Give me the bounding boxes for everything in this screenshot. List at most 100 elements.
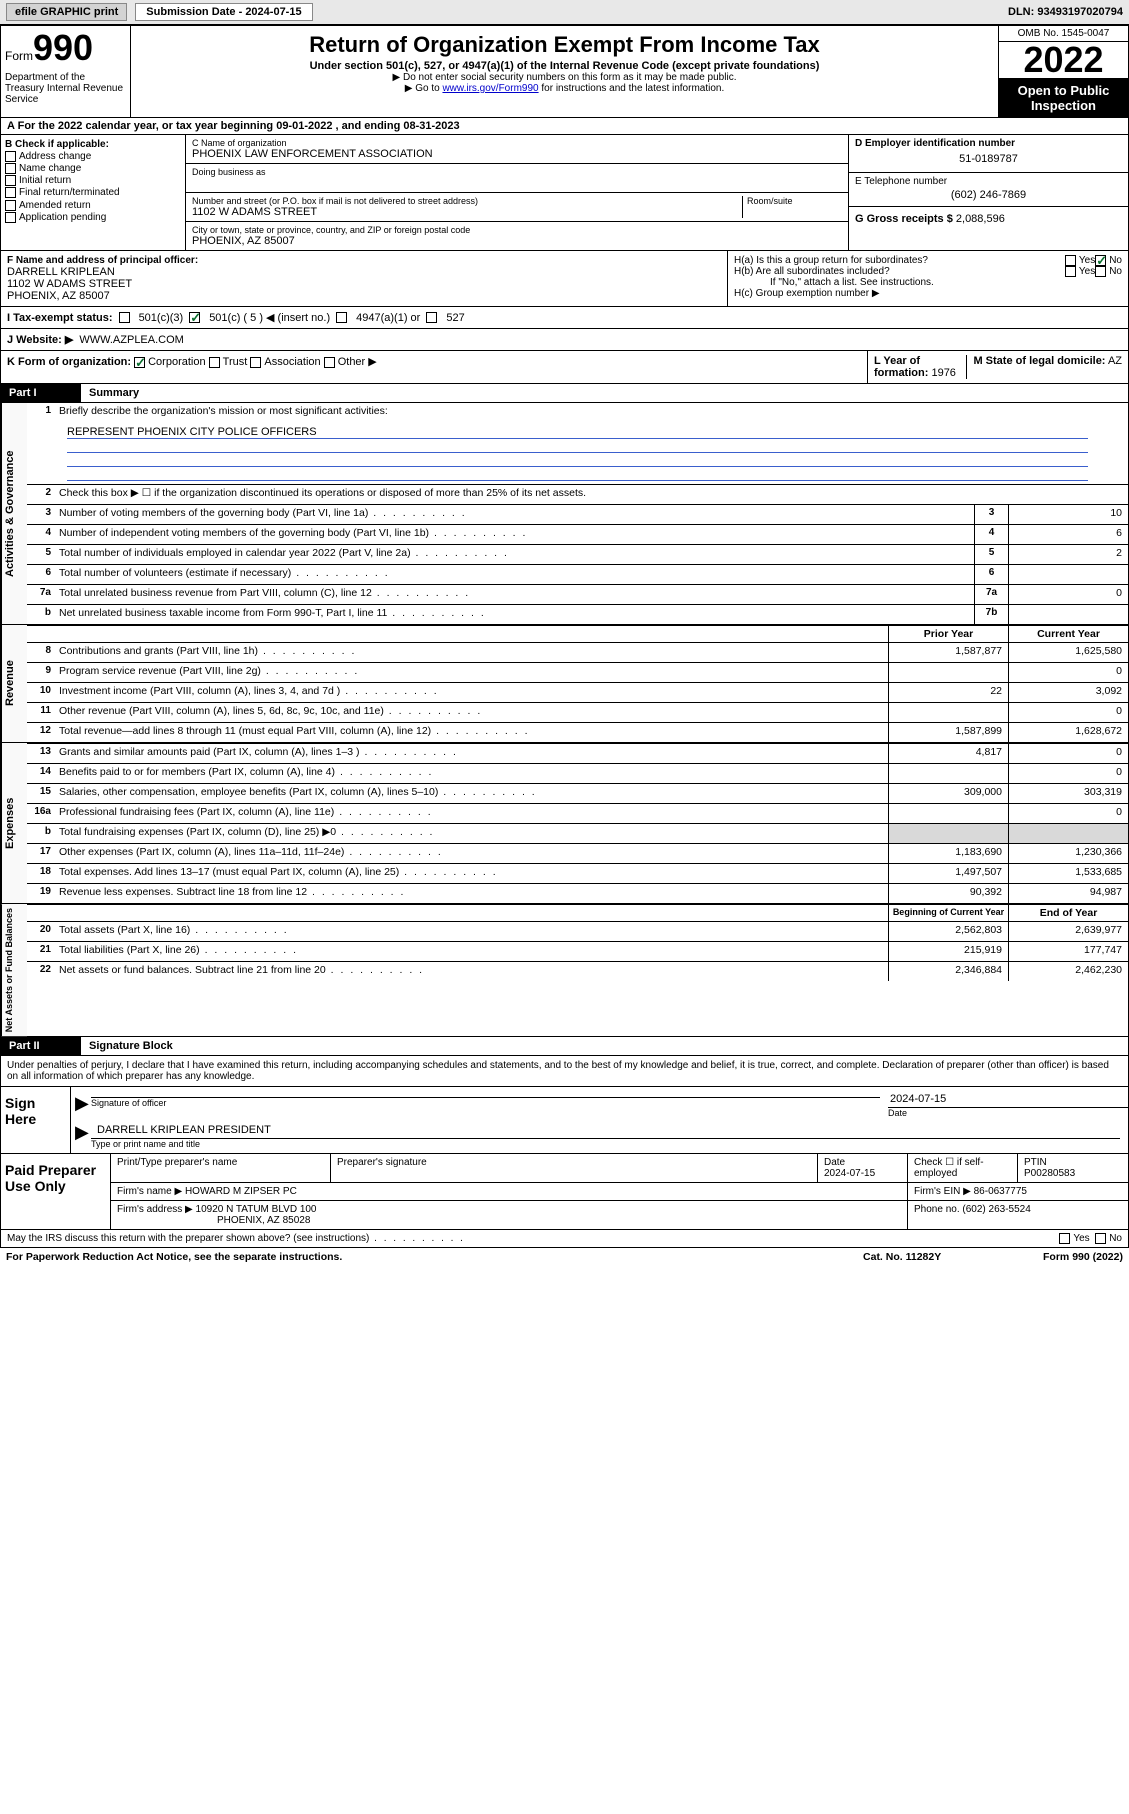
year-formation: 1976 — [931, 367, 955, 379]
officer-label: F Name and address of principal officer: — [7, 255, 721, 266]
firm-ein: 86-0637775 — [974, 1186, 1027, 1197]
self-employed-check[interactable]: Check ☐ if self-employed — [908, 1154, 1018, 1182]
paid-preparer-block: Paid Preparer Use Only Print/Type prepar… — [0, 1154, 1129, 1230]
box-b-item[interactable]: Amended return — [5, 200, 181, 211]
org-city: PHOENIX, AZ 85007 — [192, 235, 842, 247]
summary-section: Activities & Governance 1Briefly describ… — [0, 403, 1129, 1037]
summary-line: 21Total liabilities (Part X, line 26)215… — [27, 941, 1128, 961]
summary-line: 5Total number of individuals employed in… — [27, 544, 1128, 564]
name-label: C Name of organization — [192, 138, 842, 148]
form-label: Form — [5, 49, 33, 63]
prep-sig-header: Preparer's signature — [331, 1154, 818, 1182]
cat-number: Cat. No. 11282Y — [863, 1251, 1043, 1263]
col-beginning: Beginning of Current Year — [888, 905, 1008, 921]
gross-label: G Gross receipts $ — [855, 213, 953, 225]
website-value: WWW.AZPLEA.COM — [79, 334, 184, 346]
hc-label: H(c) Group exemption number ▶ — [734, 288, 1122, 299]
row-j: J Website: ▶ WWW.AZPLEA.COM — [0, 329, 1129, 351]
state-domicile: AZ — [1108, 355, 1122, 367]
part-2-title: Signature Block — [81, 1040, 173, 1052]
col-prior-year: Prior Year — [888, 626, 1008, 642]
title-block: Return of Organization Exempt From Incom… — [131, 26, 998, 117]
arrow-icon-2: ▶ — [75, 1122, 89, 1143]
summary-line: 6Total number of volunteers (estimate if… — [27, 564, 1128, 584]
k-other-checkbox[interactable] — [324, 357, 335, 368]
ha-yes-checkbox[interactable] — [1065, 255, 1076, 266]
efile-button[interactable]: efile GRAPHIC print — [6, 3, 127, 21]
summary-line: 3Number of voting members of the governi… — [27, 504, 1128, 524]
prep-name-header: Print/Type preparer's name — [111, 1154, 331, 1182]
summary-line: 8Contributions and grants (Part VIII, li… — [27, 642, 1128, 662]
i-501c3-checkbox[interactable] — [119, 312, 130, 323]
summary-line: 7aTotal unrelated business revenue from … — [27, 584, 1128, 604]
room-label: Room/suite — [747, 196, 842, 206]
open-to-public: Open to Public Inspection — [999, 79, 1128, 117]
part-1-header: Part I — [1, 384, 81, 402]
box-b-item[interactable]: Final return/terminated — [5, 187, 181, 198]
i-527-checkbox[interactable] — [426, 312, 437, 323]
ha-no-checkbox[interactable] — [1095, 255, 1106, 266]
irs-link[interactable]: www.irs.gov/Form990 — [442, 83, 538, 94]
ein-label: D Employer identification number — [855, 138, 1122, 149]
box-b: B Check if applicable: Address changeNam… — [1, 135, 186, 250]
addr-label: Number and street (or P.O. box if mail i… — [192, 196, 742, 206]
summary-line: 18Total expenses. Add lines 13–17 (must … — [27, 863, 1128, 883]
box-b-label: B Check if applicable: — [5, 139, 181, 150]
declaration-text: Under penalties of perjury, I declare th… — [1, 1056, 1128, 1087]
paperwork-notice: For Paperwork Reduction Act Notice, see … — [6, 1251, 863, 1263]
form-number-block: Form990 Department of the Treasury Inter… — [1, 26, 131, 117]
firm-phone: (602) 263-5524 — [962, 1204, 1030, 1215]
k-corp-checkbox[interactable] — [134, 357, 145, 368]
row-i: I Tax-exempt status: 501(c)(3) 501(c) ( … — [0, 307, 1129, 329]
discuss-no-checkbox[interactable] — [1095, 1233, 1106, 1244]
summary-line: 4Number of independent voting members of… — [27, 524, 1128, 544]
name-title-label: Type or print name and title — [71, 1139, 1128, 1149]
gross-value: 2,088,596 — [956, 213, 1005, 225]
officer-name: DARRELL KRIPLEAN — [7, 266, 721, 278]
discuss-yes-checkbox[interactable] — [1059, 1233, 1070, 1244]
hb-no-checkbox[interactable] — [1095, 266, 1106, 277]
top-bar: efile GRAPHIC print Submission Date - 20… — [0, 0, 1129, 25]
i-4947-checkbox[interactable] — [336, 312, 347, 323]
arrow-icon: ▶ — [75, 1093, 89, 1114]
box-b-item[interactable]: Initial return — [5, 175, 181, 186]
section-f-h: F Name and address of principal officer:… — [0, 251, 1129, 307]
ein-value: 51-0189787 — [855, 149, 1122, 169]
prep-date: 2024-07-15 — [824, 1168, 875, 1179]
col-current-year: Current Year — [1008, 626, 1128, 642]
dln: DLN: 93493197020794 — [1008, 6, 1123, 18]
summary-line: 9Program service revenue (Part VIII, lin… — [27, 662, 1128, 682]
officer-name-title: DARRELL KRIPLEAN PRESIDENT — [97, 1124, 271, 1136]
submission-date: Submission Date - 2024-07-15 — [135, 3, 312, 21]
summary-line: bTotal fundraising expenses (Part IX, co… — [27, 823, 1128, 843]
summary-line: 20Total assets (Part X, line 16)2,562,80… — [27, 921, 1128, 941]
i-501c-checkbox[interactable] — [189, 312, 200, 323]
phone-label: E Telephone number — [855, 176, 1122, 187]
vert-revenue: Revenue — [1, 625, 27, 742]
dept-label: Department of the Treasury Internal Reve… — [5, 66, 126, 105]
form-footer: Form 990 (2022) — [1043, 1251, 1123, 1263]
vert-governance: Activities & Governance — [1, 403, 27, 624]
sign-here-label: Sign Here — [1, 1087, 71, 1153]
tax-year: 2022 — [999, 42, 1128, 79]
discuss-row: May the IRS discuss this return with the… — [0, 1230, 1129, 1248]
firm-addr: 10920 N TATUM BLVD 100 — [196, 1204, 317, 1215]
hb-note: If "No," attach a list. See instructions… — [734, 277, 1122, 288]
box-b-item[interactable]: Name change — [5, 163, 181, 174]
k-assoc-checkbox[interactable] — [250, 357, 261, 368]
box-b-item[interactable]: Application pending — [5, 212, 181, 223]
summary-line: 19Revenue less expenses. Subtract line 1… — [27, 883, 1128, 903]
org-name: PHOENIX LAW ENFORCEMENT ASSOCIATION — [192, 148, 842, 160]
box-b-item[interactable]: Address change — [5, 151, 181, 162]
summary-line: 16aProfessional fundraising fees (Part I… — [27, 803, 1128, 823]
officer-addr1: 1102 W ADAMS STREET — [7, 278, 721, 290]
summary-line: 10Investment income (Part VIII, column (… — [27, 682, 1128, 702]
hb-yes-checkbox[interactable] — [1065, 266, 1076, 277]
section-b-c-d: B Check if applicable: Address changeNam… — [0, 135, 1129, 251]
k-trust-checkbox[interactable] — [209, 357, 220, 368]
note-2: ▶ Go to www.irs.gov/Form990 for instruct… — [139, 83, 990, 94]
phone-value: (602) 246-7869 — [855, 187, 1122, 203]
part-1-title: Summary — [81, 387, 139, 399]
summary-line: 14Benefits paid to or for members (Part … — [27, 763, 1128, 783]
summary-line: bNet unrelated business taxable income f… — [27, 604, 1128, 624]
